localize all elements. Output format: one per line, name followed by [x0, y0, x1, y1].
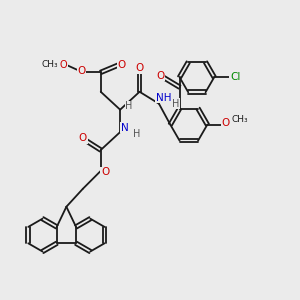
Text: O: O [156, 71, 164, 81]
Text: NH: NH [156, 93, 171, 103]
Text: N: N [121, 123, 128, 133]
Text: H: H [172, 99, 179, 109]
Text: O: O [77, 66, 86, 76]
Text: Cl: Cl [230, 72, 240, 82]
Text: O: O [60, 60, 67, 70]
Text: O: O [101, 167, 109, 177]
Text: O: O [135, 63, 144, 73]
Text: O: O [118, 60, 126, 70]
Text: CH₃: CH₃ [232, 115, 248, 124]
Text: H: H [125, 101, 133, 111]
Text: O: O [221, 118, 230, 128]
Text: CH₃: CH₃ [42, 59, 58, 68]
Text: H: H [133, 129, 140, 139]
Text: O: O [79, 133, 87, 143]
